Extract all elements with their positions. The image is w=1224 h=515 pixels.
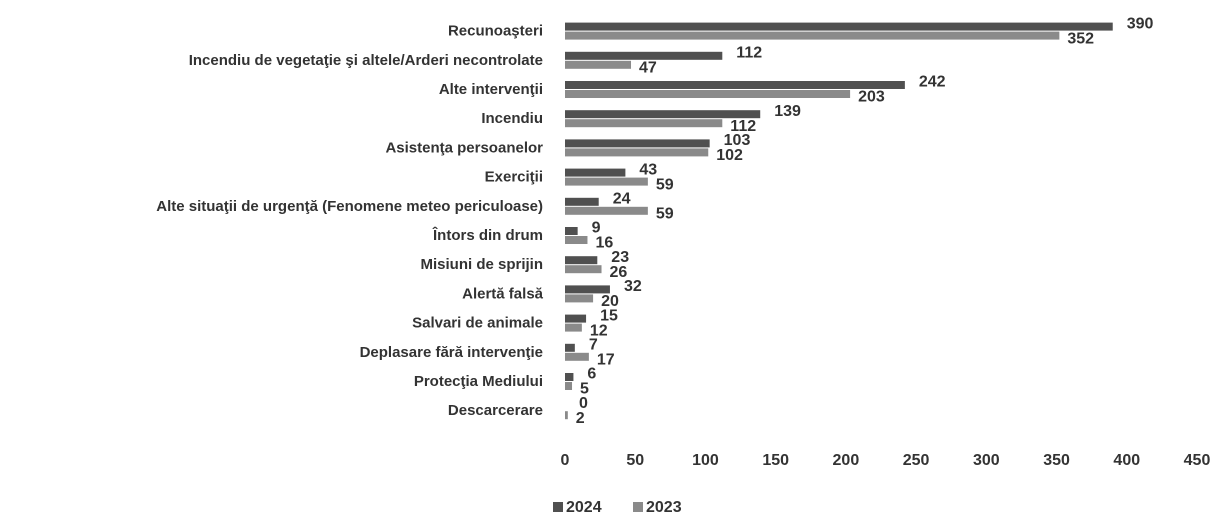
data-label: 59 [656,176,674,193]
bar [565,323,582,332]
category-label: Misiuni de sprijin [420,256,543,273]
category-label: Descarcerare [448,402,543,419]
x-tick-label: 450 [1184,452,1211,469]
bar [565,285,610,294]
data-label: 112 [730,118,756,135]
data-label: 5 [580,381,589,398]
data-label: 9 [592,220,601,237]
x-tick-label: 400 [1113,452,1140,469]
bar [565,197,599,206]
category-label: Recunoaşteri [448,23,543,40]
x-tick-label: 150 [762,452,789,469]
category-label: Asistenţa persoanelor [385,139,543,156]
category-label: Întors din drum [432,226,543,244]
data-label: 20 [601,293,619,310]
x-tick-label: 300 [973,452,1000,469]
bar [565,411,568,420]
bar [565,22,1113,31]
bar [565,373,574,381]
bar [565,352,589,361]
data-label: 16 [595,235,613,252]
bar [565,343,575,352]
data-label: 24 [613,191,631,208]
bar [565,139,710,148]
data-label: 203 [858,89,885,106]
bar [565,119,723,128]
bar [565,168,626,177]
legend-swatch [633,502,643,512]
data-label: 6 [587,366,596,383]
data-label: 103 [724,132,751,149]
data-label: 0 [579,395,588,412]
bar [565,314,587,323]
data-label: 352 [1067,30,1094,47]
x-tick-label: 350 [1043,452,1070,469]
data-label: 17 [597,352,615,369]
bar [565,51,723,60]
data-label: 15 [600,307,618,324]
bar [565,148,709,157]
category-label: Incendiu de vegetaţie şi altele/Arderi n… [189,52,543,69]
category-label: Protecţia Mediului [414,373,543,390]
category-label: Alte intervenţii [439,81,543,98]
data-label: 139 [774,103,801,120]
bar [565,265,602,274]
bar [565,236,588,244]
legend-label: 2023 [646,499,682,515]
bar [565,31,1060,40]
bar [565,206,648,215]
bar [565,110,761,119]
data-label: 7 [589,337,598,354]
bar [565,382,573,390]
x-tick-label: 0 [561,452,570,469]
x-tick-label: 200 [833,452,860,469]
data-label: 47 [639,60,657,77]
data-label: 43 [639,161,657,178]
bar [565,81,905,89]
data-label: 112 [736,45,762,62]
x-tick-label: 50 [626,452,644,469]
data-label: 242 [919,74,946,91]
data-label: 32 [624,278,642,295]
bar [565,227,578,235]
data-label: 12 [590,322,608,339]
data-label: 390 [1127,15,1154,32]
legend-label: 2024 [566,499,602,515]
data-label: 23 [611,249,629,266]
category-label: Deplasare fără intervenţie [360,344,543,361]
data-label: 102 [716,147,743,164]
bar [565,90,851,98]
x-tick-label: 100 [692,452,719,469]
data-label: 2 [576,410,585,427]
data-label: 59 [656,206,674,223]
bar [565,256,598,265]
data-label: 26 [610,264,628,281]
legend-swatch [553,502,563,512]
category-label: Exerciţii [485,169,543,186]
category-label: Alte situaţii de urgenţă (Fenomene meteo… [156,198,543,215]
bar [565,177,648,186]
bar [565,294,594,303]
x-tick-label: 250 [903,452,930,469]
category-label: Incendiu [481,110,543,127]
bar [565,60,632,69]
category-label: Alertă falsă [462,285,544,302]
category-label: Salvari de animale [412,315,543,332]
